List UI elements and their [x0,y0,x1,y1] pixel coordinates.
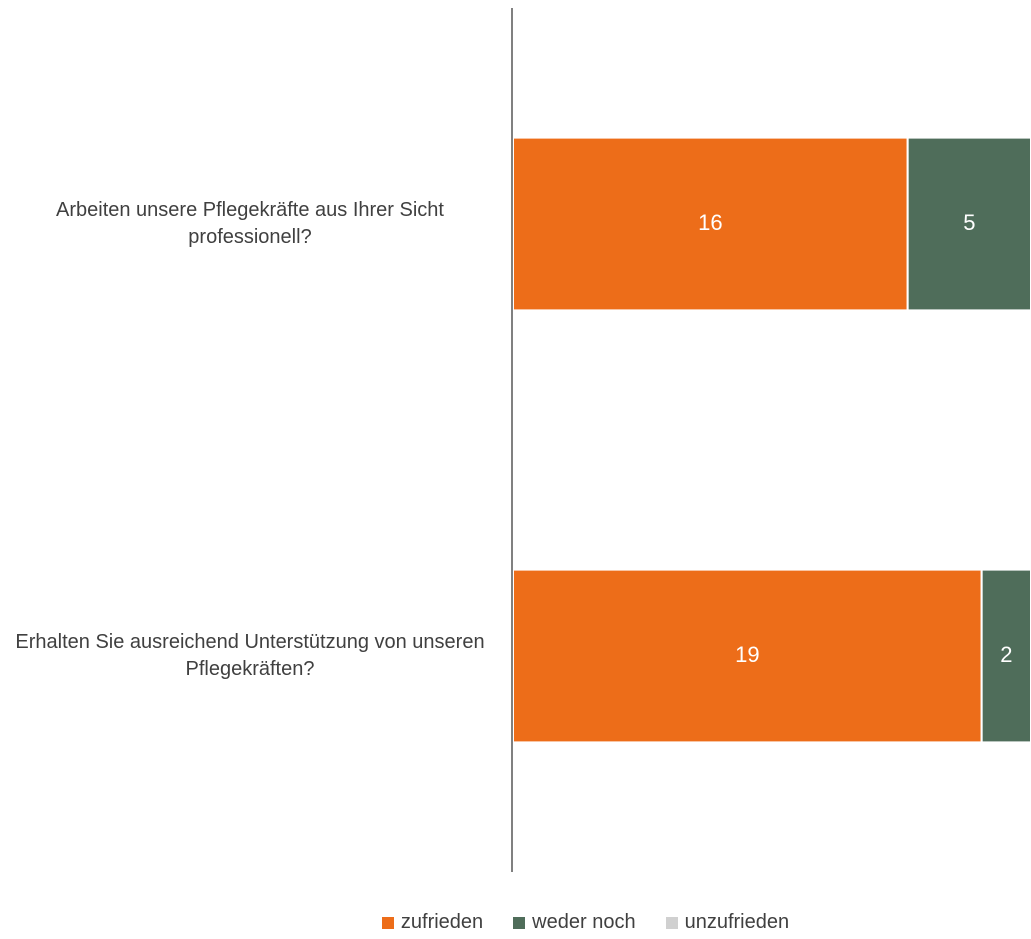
data-label: 19 [735,642,759,667]
data-label: 16 [698,210,722,235]
bar-segment [980,568,1031,744]
legend-swatch [513,916,526,929]
data-label: 5 [963,210,975,235]
category-label: Arbeiten unsere Pflegekräfte aus Ihrer S… [56,199,444,248]
data-label: 2 [1000,642,1012,667]
legend-label: weder noch [532,911,636,933]
legend-swatch [381,916,394,929]
bar-segment [512,568,983,744]
legend-item: zufrieden [381,911,484,934]
legend-label: unzufrieden [684,911,790,933]
legend: zufrieden weder noch unzufrieden [0,911,1031,934]
legend-swatch [665,916,678,929]
bar-segment [906,136,1031,312]
category-label: Erhalten Sie ausreichend Unterstützung v… [15,631,485,680]
legend-label: zufrieden [400,911,484,933]
legend-item: weder noch [513,911,636,934]
bar-segment [512,136,909,312]
legend-item: unzufrieden [665,911,790,934]
